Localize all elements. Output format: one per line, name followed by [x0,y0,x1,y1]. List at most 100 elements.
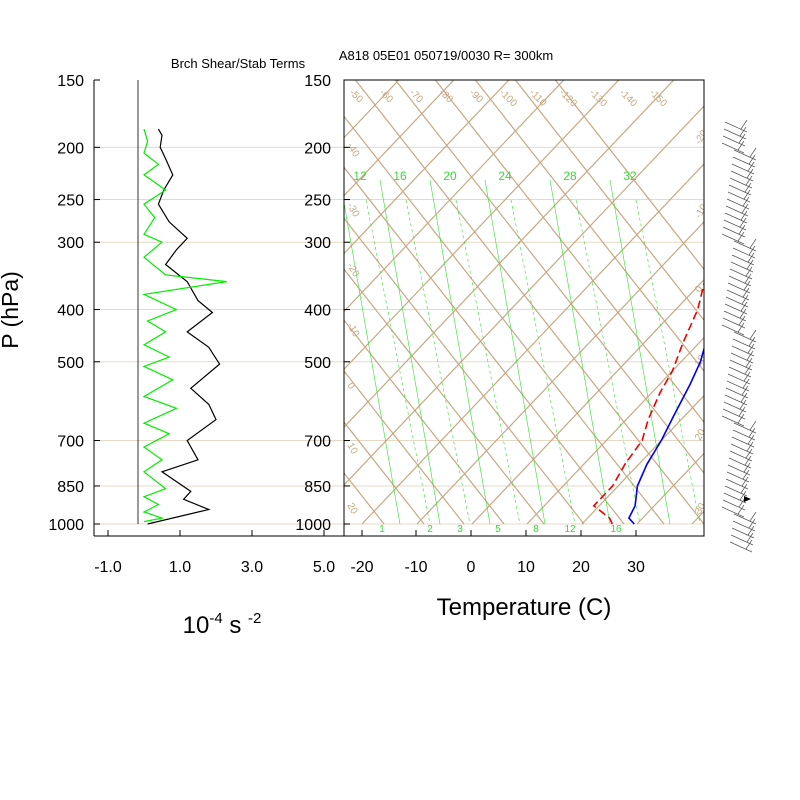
skewt-x-tick-label: -20 [350,559,373,576]
left-side-label: -30 [344,201,361,219]
skewt-pressure-tick-label: 1000 [295,517,331,534]
left-x-tick-label: -1.0 [94,559,122,576]
wind-barb-flag [741,476,749,487]
wind-barb-flag [747,525,755,536]
wind-barb [728,457,752,469]
stability-term-line [141,128,227,523]
top-isotherm-label: -90 [467,87,485,105]
mixing-ratio-bottom-label: 16 [610,524,622,535]
skewt-grid: 12 16 20 24 28 321 2 3 5 8 12 16-50 -60 -70 -80 -90 -100… [0,40,710,535]
wind-barb [725,296,749,308]
top-isotherm-label: -140 [617,87,639,109]
y-axis-label: P (hPa) [0,271,23,349]
wind-barb [733,513,757,525]
skewt-profiles [592,280,704,525]
dry-adiabat-line [344,115,665,525]
isotherm-line [344,105,704,486]
wind-barb-flag [747,434,755,445]
wind-barb-flag [744,455,752,466]
dry-adiabat-line [514,80,704,322]
left-pressure-tick-label: 1000 [48,517,84,534]
dry-adiabat-line [344,217,585,525]
skewt-x-tick-label: -10 [404,559,427,576]
skewt-pressure-tick-label: 300 [304,235,331,252]
wind-barb-flag [738,224,746,235]
wind-barb-flag [741,385,749,396]
wind-barb [721,142,745,154]
wind-barb [729,359,753,371]
wind-barb [733,149,757,161]
right-side-label: 0 [693,284,706,295]
wind-barb-flag [749,238,757,249]
skewt-pressure-tick-label: 850 [304,479,331,496]
isotherm-line [344,80,345,81]
shear-term-line [147,128,221,525]
wind-barb-flag [744,273,752,284]
wind-barb [726,471,750,483]
mixing-ratio-label: 24 [498,169,512,183]
wind-barb [721,324,745,336]
wind-barb-flag [749,147,757,158]
isotherm-line [636,452,704,525]
wind-barb [723,492,747,504]
wind-barb-flag [740,210,748,221]
wind-barb-flag [737,322,745,333]
wind-barb-flag [748,427,756,438]
wind-barb [728,366,752,378]
wind-barbs [721,119,757,553]
stability-panel: -1.0 1.0 3.0 5.0 [93,80,344,576]
moist-adiabat-line [575,199,641,525]
mixing-ratio-bottom-label: 2 [427,524,433,535]
wind-barb-flag [746,350,754,361]
wind-barb [730,443,754,455]
mixing-ratio-label: 16 [393,169,407,183]
dry-adiabat-line [0,40,224,524]
skewt-pressure-tick-label: 150 [304,73,331,90]
wind-barb-flag [739,308,747,319]
wind-barb [732,247,756,259]
wind-barb [724,394,748,406]
wind-barb-flag [739,126,747,137]
dry-adiabat-line [354,80,704,525]
wind-barb [725,205,749,217]
wind-barb [727,191,751,203]
wind-barb [726,380,750,392]
mixing-ratio-bottom-label: 5 [495,524,501,535]
skewt-x-tick-label: 30 [627,559,645,576]
top-isotherm-label: -110 [527,87,549,109]
wind-barb [726,289,750,301]
moist-adiabat-line [405,199,471,525]
mixing-ratio-label: 20 [443,169,457,183]
moist-adiabat-line [510,199,576,525]
isotherm-line [344,80,620,371]
mixing-ratio-line [429,179,491,525]
right-side-label: 10 [693,353,708,369]
wind-barb-flag [739,217,747,228]
left-x-tick-label: 5.0 [313,559,335,576]
top-isotherm-label: -100 [497,87,519,109]
wind-barb-flag [745,357,753,368]
right-side-label: 30 [693,501,708,517]
dry-adiabat-line [554,80,704,271]
isotherm-line [344,80,455,197]
wind-barb [731,254,755,266]
wind-barb-flag [749,420,757,431]
wind-barb-flag [747,161,755,172]
wind-barb [733,240,757,252]
wind-barb-flag [746,168,754,179]
dry-adiabat-line [344,319,505,525]
top-isotherm-label: -150 [647,87,669,109]
wind-barb [728,275,752,287]
isotherm-line [0,80,234,524]
chart-title: A818 05E01 050719/0030 R= 300km [339,48,553,63]
left-pressure-tick-label: 200 [57,140,84,157]
wind-barb-flag [745,448,753,459]
wind-barb-flag [740,483,748,494]
right-side-label: -20 [693,128,710,146]
wind-barb-flag [744,364,752,375]
unit-mid: s [223,612,248,639]
mixing-ratio-bottom-label: 8 [533,524,539,535]
moist-adiabat-line [365,199,431,525]
skewt-pressure-tick-label: 700 [304,434,331,451]
wind-barb [730,534,754,546]
